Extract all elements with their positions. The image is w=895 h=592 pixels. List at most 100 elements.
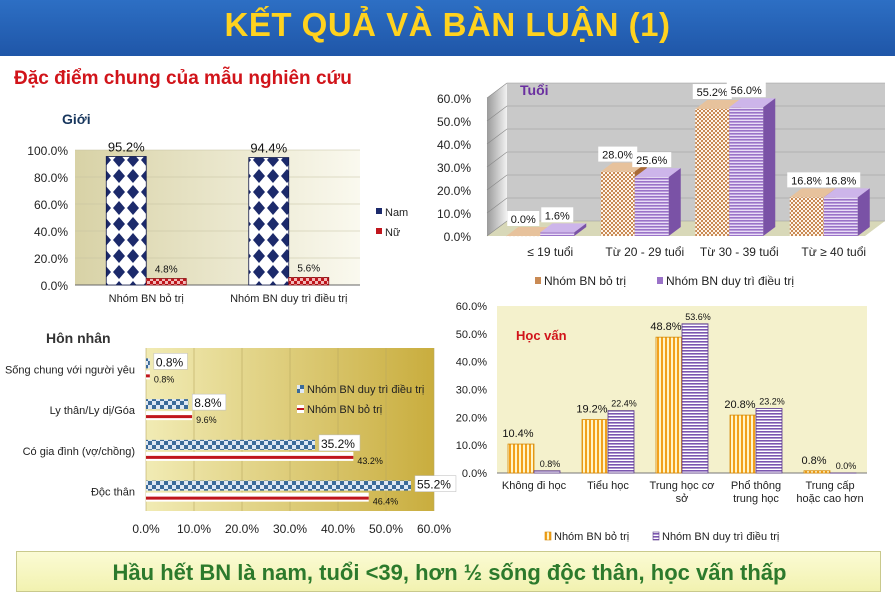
bar-top xyxy=(695,100,742,110)
bar xyxy=(581,419,609,474)
data-label: 1.6% xyxy=(545,210,570,222)
bar-top xyxy=(823,188,870,198)
bar xyxy=(288,277,330,286)
legend-label: Nhóm BN duy trì điều trị xyxy=(662,531,779,543)
legend-swatch xyxy=(535,277,541,284)
bar xyxy=(146,480,411,491)
x-tick-label: Từ 30 - 39 tuổi xyxy=(700,245,779,259)
bar-top xyxy=(729,98,776,108)
legend-swatch xyxy=(297,385,304,393)
y-tick-label: Độc thân xyxy=(91,487,135,499)
y-tick-label: 60.0% xyxy=(456,301,487,313)
data-label: 0.0% xyxy=(836,461,857,471)
y-tick-label: 0.0% xyxy=(41,279,69,293)
bar-stripe xyxy=(146,415,193,419)
gender-chart: Giới 0.0% 20.0% 40.0% 60.0% 80.0% 100.0% 95.2% 4… xyxy=(27,111,408,305)
y-tick-label: 60.0% xyxy=(437,92,471,106)
x-tick-label: 10.0% xyxy=(177,522,211,536)
data-label-box xyxy=(507,211,540,226)
legend-swatch-stripe xyxy=(297,408,304,410)
data-label: 16.8% xyxy=(825,175,856,187)
data-label-box xyxy=(191,393,227,411)
x-tick-label: trung học xyxy=(733,493,779,505)
y-tick-label: 60.0% xyxy=(34,198,68,212)
x-tick-label: Trung cấp xyxy=(805,480,854,492)
data-label-box xyxy=(153,353,188,370)
gridline xyxy=(486,128,508,145)
data-label: 22.4% xyxy=(611,399,637,409)
chart-title: Học vấn xyxy=(516,328,567,343)
data-label: 5.6% xyxy=(297,263,320,274)
x-tick-label: Phổ thông xyxy=(731,480,781,492)
y-tick-label: 30.0% xyxy=(437,161,471,175)
y-tick-label: 20.0% xyxy=(456,412,487,424)
conclusion-box: Hầu hết BN là nam, tuổi <39, hơn ½ sống … xyxy=(16,551,881,592)
x-tick-label: Từ ≥ 40 tuổi xyxy=(801,245,866,259)
legend-label: Nhóm BN duy trì điều trị xyxy=(666,274,794,288)
data-label: 55.2% xyxy=(697,87,728,99)
data-label-box xyxy=(632,152,672,168)
x-tick-label: ≤ 19 tuổi xyxy=(527,245,573,259)
data-label: 16.8% xyxy=(791,175,822,187)
bar xyxy=(755,408,783,474)
bar xyxy=(655,336,683,474)
legend-label: Nữ xyxy=(385,227,401,239)
bar xyxy=(695,109,730,236)
data-label: 25.6% xyxy=(636,155,667,167)
gridline xyxy=(486,220,508,237)
bar-top xyxy=(634,168,681,178)
data-label: 23.2% xyxy=(759,396,785,406)
data-label: 0.8% xyxy=(801,455,826,467)
bar xyxy=(540,232,575,236)
x-tick-label: 20.0% xyxy=(225,522,259,536)
y-tick-label: 20.0% xyxy=(437,184,471,198)
x-tick-label: Trung học cơ xyxy=(650,480,715,492)
bar xyxy=(634,177,669,236)
x-tick-label: 40.0% xyxy=(321,522,355,536)
bar xyxy=(823,197,858,236)
data-label: 53.6% xyxy=(685,312,711,322)
bar-top xyxy=(540,223,587,233)
gridline xyxy=(486,151,508,168)
legend-swatch xyxy=(544,531,552,541)
bar xyxy=(507,443,535,474)
chart-title: Giới xyxy=(62,111,91,127)
gridline xyxy=(486,174,508,191)
y-tick-label: 0.0% xyxy=(462,468,487,480)
bar xyxy=(729,107,764,236)
y-tick-label: 30.0% xyxy=(456,385,487,397)
bar xyxy=(248,157,290,286)
data-label: 9.6% xyxy=(196,415,217,425)
data-label: 0.8% xyxy=(154,374,175,384)
data-label: 8.8% xyxy=(194,396,222,410)
bar xyxy=(803,470,831,474)
data-label: 56.0% xyxy=(731,85,762,97)
y-tick-label: 50.0% xyxy=(456,329,487,341)
x-tick-label: 0.0% xyxy=(132,522,160,536)
legend-label: Nam xyxy=(385,207,408,219)
x-tick-label: Nhóm BN bỏ trị xyxy=(109,293,184,305)
chart-title: Tuổi xyxy=(520,82,549,98)
y-tick-label: 100.0% xyxy=(27,144,68,158)
data-label: 35.2% xyxy=(321,437,355,451)
slide-header: KẾT QUẢ VÀ BÀN LUẬN (1) xyxy=(0,0,895,56)
data-label-box xyxy=(598,146,638,162)
gridline xyxy=(486,82,508,99)
x-tick-label: sở xyxy=(676,493,689,505)
data-label-box xyxy=(787,172,827,188)
y-tick-label: 80.0% xyxy=(34,171,68,185)
conclusion-text: Hầu hết BN là nam, tuổi <39, hơn ½ sống … xyxy=(112,560,787,585)
legend-swatch xyxy=(376,208,382,214)
x-tick-label: Không đi học xyxy=(502,480,567,492)
x-tick-label: hoặc cao hơn xyxy=(796,493,863,505)
x-tick-label: 30.0% xyxy=(273,522,307,536)
legend-label: Nhóm BN duy trì điều trị xyxy=(307,384,424,396)
floor xyxy=(487,221,885,236)
y-tick-label: Có gia đình (vợ/chồng) xyxy=(23,446,135,458)
bar-stripe xyxy=(146,374,150,378)
data-label: 43.2% xyxy=(357,456,383,466)
data-label: 28.0% xyxy=(602,150,633,162)
slide-title: KẾT QUẢ VÀ BÀN LUẬN (1) xyxy=(224,6,671,43)
bar-top xyxy=(789,188,836,198)
y-tick-label: 10.0% xyxy=(456,440,487,452)
